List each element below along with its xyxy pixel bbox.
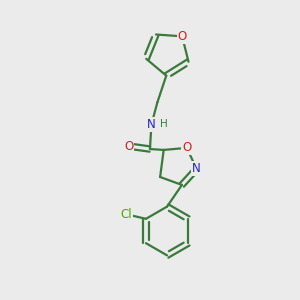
Text: O: O <box>124 140 133 153</box>
Text: Cl: Cl <box>121 208 132 221</box>
Text: N: N <box>147 118 156 131</box>
Text: N: N <box>192 162 201 176</box>
Text: O: O <box>178 30 187 43</box>
Text: H: H <box>160 119 168 129</box>
Text: O: O <box>182 141 191 154</box>
